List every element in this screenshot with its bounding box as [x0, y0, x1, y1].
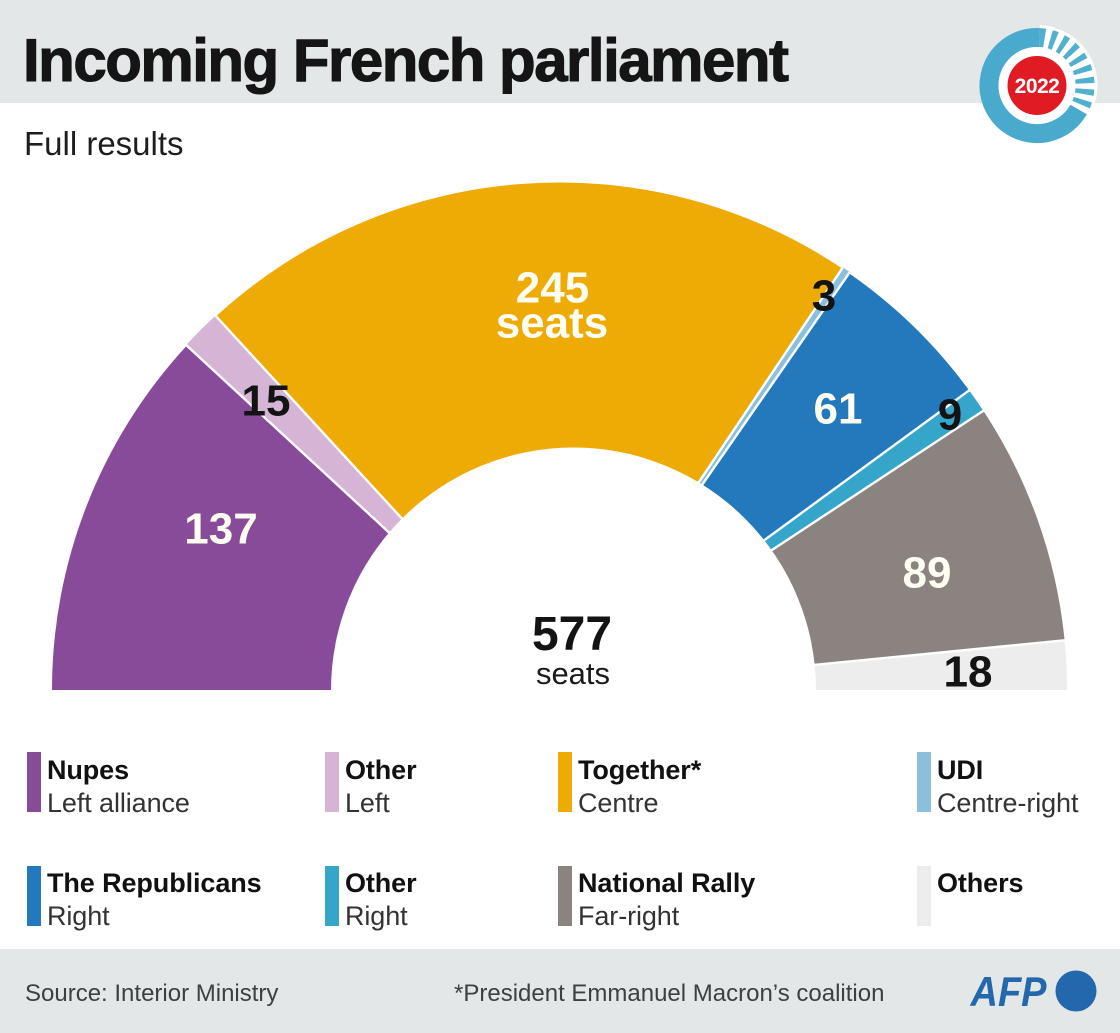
svg-text:9: 9 [938, 391, 962, 440]
svg-text:3: 3 [812, 272, 836, 321]
svg-text:18: 18 [944, 648, 993, 697]
svg-text:577: 577 [532, 608, 612, 661]
svg-text:61: 61 [814, 385, 863, 434]
svg-text:245: 245 [516, 264, 589, 313]
svg-text:89: 89 [903, 549, 952, 598]
svg-text:seats: seats [496, 299, 609, 348]
svg-text:15: 15 [242, 377, 291, 426]
svg-text:AFP: AFP [970, 968, 1048, 1015]
svg-text:2022: 2022 [1015, 75, 1060, 98]
svg-text:137: 137 [184, 505, 257, 554]
svg-text:seats: seats [536, 656, 610, 691]
